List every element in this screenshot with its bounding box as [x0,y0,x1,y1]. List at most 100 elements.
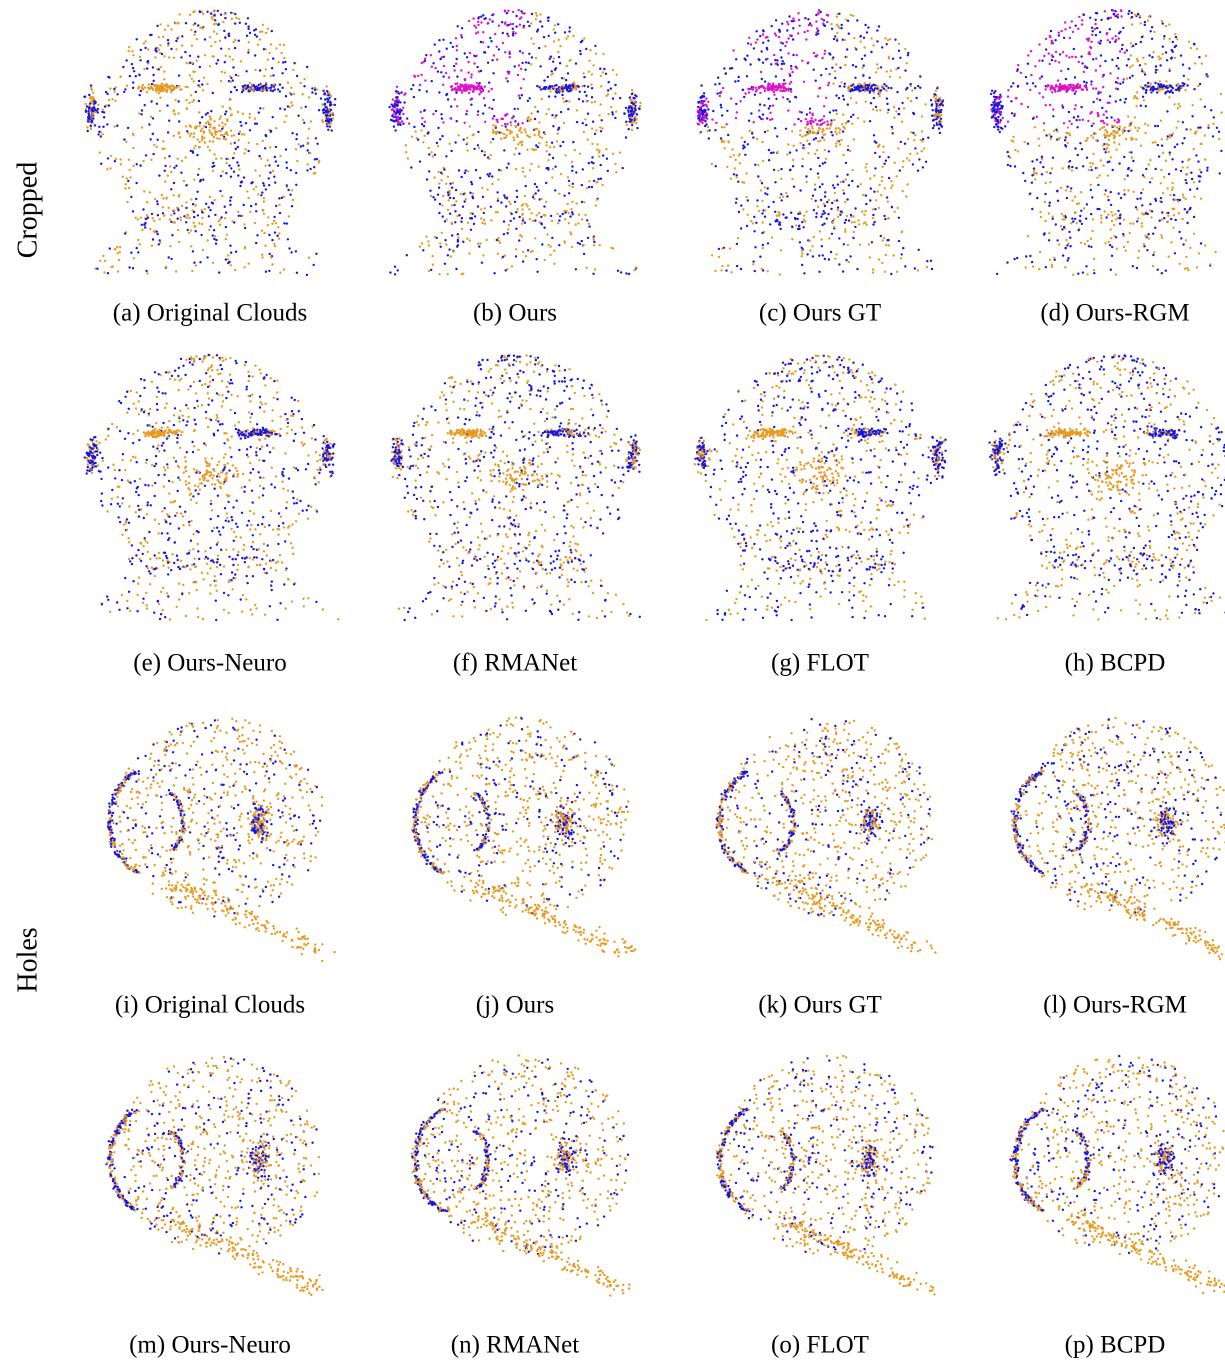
point [478,93,480,95]
point [914,87,916,89]
point [506,12,508,14]
point [193,132,195,134]
point [517,123,519,125]
point [279,90,281,92]
point [780,56,782,58]
point [570,208,572,210]
point [731,148,733,150]
point [592,273,594,275]
point [937,122,939,124]
point [103,116,105,118]
point [229,200,231,202]
point [700,84,702,86]
point [1152,141,1154,143]
point [436,237,438,239]
point [748,37,750,39]
point [581,40,583,42]
point [550,246,552,248]
point [554,95,556,97]
point [848,219,850,221]
point [540,198,542,200]
point [455,200,457,202]
point [940,114,942,116]
point [1100,19,1102,21]
point [1096,167,1098,169]
point [893,211,895,213]
point [221,122,223,124]
point [238,18,240,20]
point [830,23,832,25]
point [479,242,481,244]
point [465,83,467,85]
point [237,174,239,176]
point [87,130,89,132]
point [465,198,467,200]
point [754,164,756,166]
point [520,10,522,12]
point [245,23,247,25]
point-cloud [697,9,945,276]
point [1198,175,1200,177]
point [191,270,193,272]
point [522,171,524,173]
point [1069,26,1071,28]
point [112,265,114,267]
point [746,55,748,57]
point [1096,12,1098,14]
point [1079,142,1081,144]
point [628,107,630,109]
point [224,13,226,15]
point [1029,192,1031,194]
point [461,273,463,275]
point [167,42,169,44]
point [759,256,761,258]
point [255,210,257,212]
point [852,114,854,116]
point [1050,135,1052,137]
point [507,80,509,82]
point [557,51,559,53]
point [505,136,507,138]
point [214,19,216,21]
point [1007,89,1009,91]
point [847,145,849,147]
point [775,63,777,65]
point [797,32,799,34]
point [300,145,302,147]
point [903,107,905,109]
point [396,86,398,88]
point [401,120,403,122]
point [511,213,513,215]
point [152,74,154,76]
point [851,123,853,125]
point [791,130,793,132]
point [456,76,458,78]
point [1058,137,1060,139]
point [1205,73,1207,75]
point [549,90,551,92]
point [128,46,130,48]
point [1049,36,1051,38]
point [1045,38,1047,40]
point [510,121,512,123]
point [1065,145,1067,147]
point [910,100,912,102]
point [1188,67,1190,69]
point [487,22,489,24]
point [836,133,838,135]
point [790,68,792,70]
point [1118,37,1120,39]
point [316,158,318,160]
point [872,223,874,225]
point [247,197,249,199]
point [535,12,537,14]
point [1054,60,1056,62]
point [912,163,914,165]
point [270,256,272,258]
point [703,92,705,94]
point [449,143,451,145]
point [551,220,553,222]
point [1190,172,1192,174]
point [786,29,788,31]
point [878,95,880,97]
